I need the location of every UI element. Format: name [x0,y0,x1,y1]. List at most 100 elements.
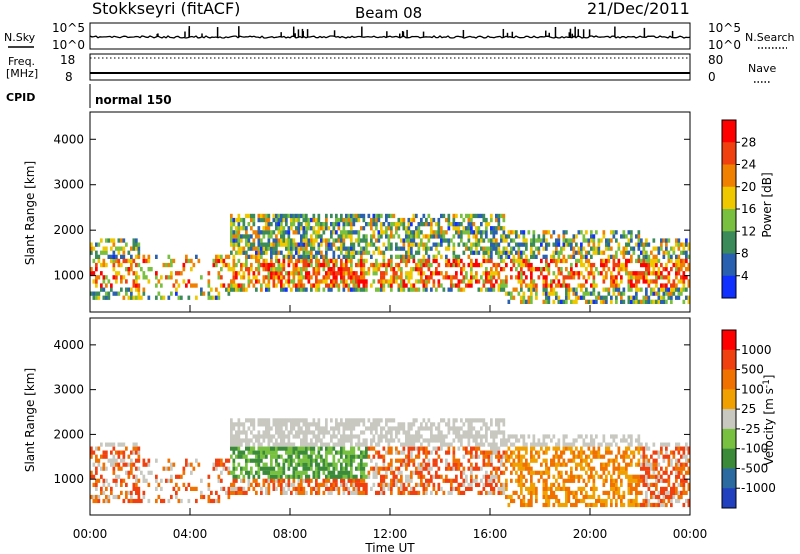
velocity-cell [420,482,423,487]
velocity-cell [675,490,678,495]
velocity-cell [345,418,348,423]
power-cell [655,283,658,288]
power-cell [272,238,276,243]
power-cell [605,295,608,300]
velocity-colorbar-label-sup: -1 [762,379,772,388]
velocity-cell [465,450,468,455]
velocity-cell [337,450,341,455]
velocity-cell [112,470,116,475]
velocity-cell [190,486,193,491]
velocity-cell [257,458,261,463]
power-cell [252,238,256,243]
y-tick-label: 3000 [53,383,84,397]
power-cell [517,250,521,255]
power-cell [590,238,593,243]
velocity-cell [650,502,653,508]
velocity-cell [117,494,121,500]
velocity-cell [530,466,533,471]
velocity-cell [557,502,561,508]
velocity-cell [112,454,116,459]
power-cell [435,287,438,292]
velocity-cell [592,490,596,495]
velocity-cell [642,478,646,483]
power-cell [240,287,243,292]
power-cell [395,230,398,235]
velocity-cell [485,474,488,479]
power-cell [250,279,253,284]
power-cell [357,234,361,239]
power-cell [532,267,536,272]
velocity-cell [515,438,518,443]
power-cell [385,271,388,276]
velocity-cell [677,446,681,451]
velocity-cell [492,466,496,471]
power-cell [292,254,296,259]
velocity-cell [575,462,578,467]
velocity-cell [310,454,313,459]
velocity-cell [295,434,298,439]
velocity-cell [305,438,308,443]
velocity-cell [122,498,126,504]
power-cell [312,226,316,231]
power-cell [500,234,503,239]
velocity-cell [135,482,138,487]
power-cell [367,222,371,227]
power-cell [420,217,423,223]
velocity-cell [572,454,576,459]
velocity-cell [517,446,521,451]
power-cell [557,258,561,264]
power-cell [352,250,356,255]
velocity-cell [510,498,513,504]
power-cell [502,250,506,255]
velocity-cell [437,422,441,427]
power-cell [195,254,198,259]
power-cell [200,291,203,296]
velocity-cell [207,498,211,504]
velocity-cell [457,486,461,491]
power-cell [400,287,403,292]
power-cell [547,291,551,296]
power-cell [342,267,346,272]
power-cell [475,213,478,219]
power-cell [470,222,473,227]
y-tick-label: 3000 [53,178,84,192]
power-cell [687,299,691,304]
power-cell [352,230,356,235]
power-cell [645,254,648,259]
power-cell [670,295,673,300]
velocity-cell [605,446,608,451]
power-cell [665,250,668,255]
velocity-cell [260,450,263,455]
power-cell [137,295,141,300]
power-cell [95,254,98,259]
velocity-cell [367,470,371,475]
velocity-cell [267,426,271,431]
velocity-cell [455,478,458,483]
power-cell [357,283,361,288]
power-cell [622,250,626,255]
velocity-cell [325,430,328,435]
power-cell [662,287,666,292]
velocity-cell [252,474,256,479]
velocity-cell [602,434,606,439]
power-cell [342,262,346,268]
velocity-cell [455,462,458,467]
velocity-cell [607,450,611,455]
power-cell [272,271,276,276]
power-cell [95,283,98,288]
velocity-cell [272,442,276,447]
velocity-cell [682,462,686,467]
velocity-cell [612,490,616,495]
velocity-cell [305,418,308,423]
power-cell [387,283,391,288]
power-cell [110,254,113,259]
power-cell [425,287,428,292]
velocity-cell [417,426,421,431]
velocity-cell [330,426,333,431]
power-cell [655,246,658,251]
power-cell [560,258,563,264]
velocity-cell [592,486,596,491]
power-cell [630,234,633,239]
velocity-cell [407,462,411,467]
velocity-cell [350,454,353,459]
